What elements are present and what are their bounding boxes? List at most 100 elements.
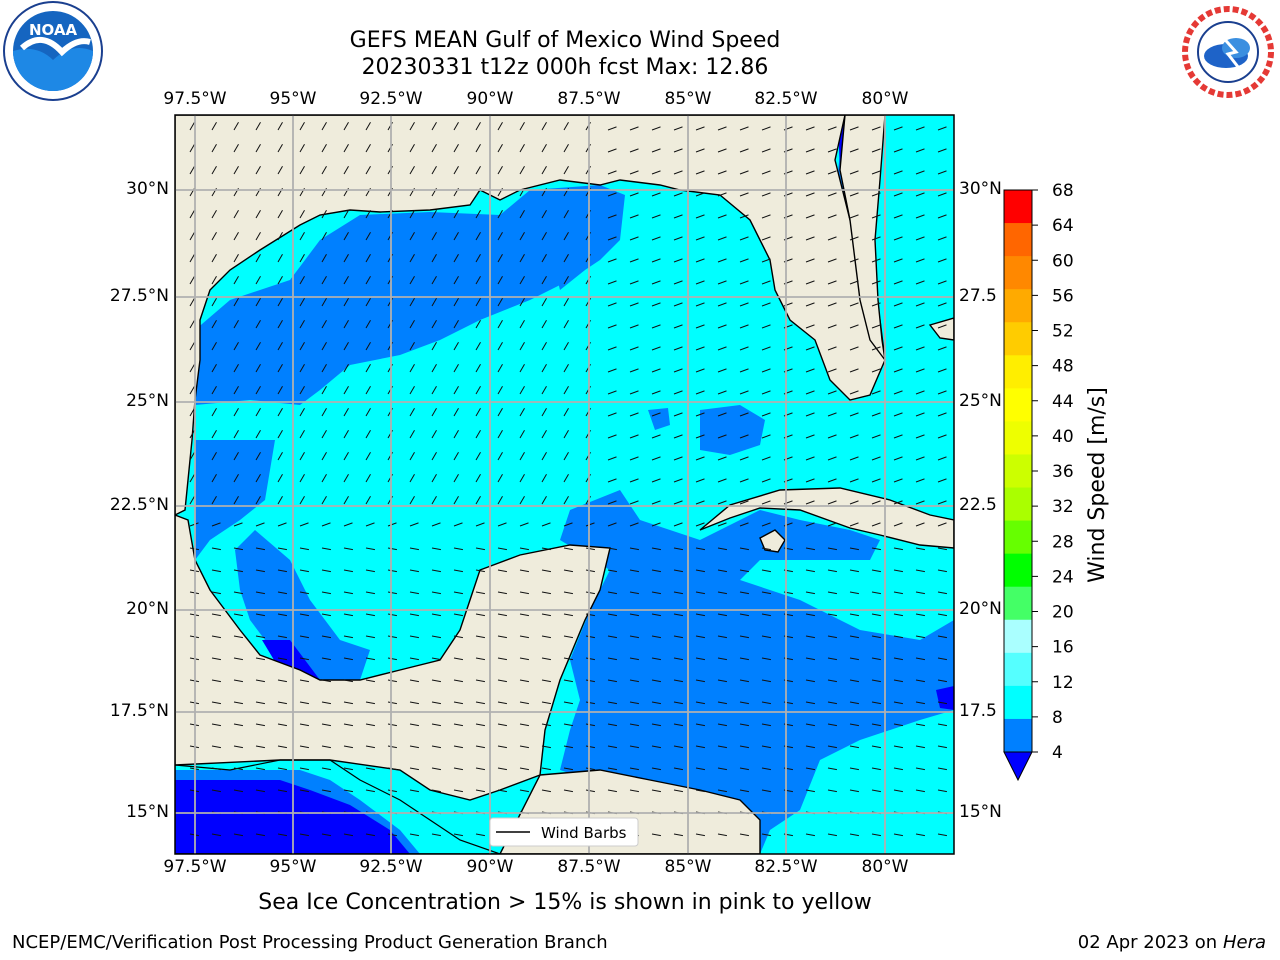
colorbar-segment	[1004, 685, 1032, 720]
wind-barb	[761, 679, 771, 683]
wind-barb	[541, 657, 551, 661]
wind-barb	[343, 745, 353, 749]
wind-barb	[695, 522, 705, 527]
wind-barb	[387, 745, 397, 749]
wind-barb	[739, 657, 749, 661]
wind-barb	[871, 390, 881, 395]
wind-barb	[695, 500, 705, 505]
wind-barb	[277, 231, 283, 241]
wind-barb	[211, 613, 221, 617]
wind-barb	[937, 745, 947, 749]
wind-barb	[343, 143, 349, 153]
wind-barb	[585, 789, 595, 793]
wind-barb	[607, 192, 617, 197]
wind-barb	[937, 258, 947, 263]
wind-barb	[563, 297, 569, 307]
colorbar-segment	[1004, 355, 1032, 389]
wind-barb	[321, 833, 331, 837]
wind-barb	[805, 456, 815, 461]
wind-barb	[893, 679, 903, 683]
wind-barb	[607, 500, 617, 505]
wind-barb	[497, 231, 503, 241]
wind-barb	[673, 324, 683, 329]
wind-barb	[211, 701, 221, 705]
wind-barb	[717, 126, 727, 131]
wind-barb	[827, 701, 837, 705]
wind-barb	[343, 407, 349, 417]
wind-barb	[915, 324, 925, 329]
wind-barb	[651, 412, 661, 417]
wind-barb	[475, 121, 481, 131]
wind-barb	[475, 429, 481, 439]
wind-barb	[409, 231, 415, 241]
wind-barb	[475, 522, 485, 527]
wind-barb	[629, 635, 639, 639]
wind-barb	[739, 569, 749, 573]
lat-label-left: 17.5°N	[109, 701, 169, 721]
wind-barb	[255, 363, 261, 373]
wind-barb	[915, 833, 925, 837]
wind-barb	[805, 324, 815, 329]
wind-barb	[211, 451, 217, 461]
wind-barb	[563, 143, 569, 153]
wind-barb	[937, 613, 947, 617]
wind-barb	[915, 613, 925, 617]
wind-barb	[277, 451, 283, 461]
colorbar-tick-label: 56	[1052, 286, 1074, 306]
wind-barb	[937, 412, 947, 417]
wind-barb	[915, 214, 925, 219]
wind-barb	[387, 522, 397, 527]
wind-barb	[607, 434, 617, 439]
wind-barb	[255, 407, 261, 417]
wind-barb	[211, 165, 217, 175]
wind-barb	[937, 214, 947, 219]
wind-barb	[673, 767, 683, 771]
wind-barb	[915, 500, 925, 505]
wind-barb	[695, 613, 705, 617]
wind-barb	[321, 275, 327, 285]
wind-barb	[409, 275, 415, 285]
lon-label-bottom: 90°W	[466, 857, 514, 877]
wind-barb	[453, 253, 459, 263]
wind-barb	[387, 591, 397, 595]
wind-barb	[431, 657, 441, 661]
wind-barb	[563, 657, 573, 661]
wind-barb	[607, 302, 617, 307]
wind-barb	[409, 143, 415, 153]
wind-barb	[607, 214, 617, 219]
wind-barb	[695, 767, 705, 771]
wind-barb	[475, 591, 485, 595]
wind-barb	[827, 723, 837, 727]
wind-barb	[453, 451, 459, 461]
colorbar-tick-label: 60	[1052, 251, 1074, 271]
wind-barb	[695, 258, 705, 263]
wind-barb	[739, 833, 749, 837]
wind-barb	[827, 434, 837, 439]
wind-barb	[365, 613, 375, 617]
wind-barb	[409, 679, 419, 683]
wind-barb	[519, 723, 529, 727]
wind-barb	[827, 390, 837, 395]
wind-barb	[805, 789, 815, 793]
wind-barb	[255, 745, 265, 749]
wind-barb	[453, 319, 459, 329]
wind-barb	[629, 613, 639, 617]
wind-barb	[937, 723, 947, 727]
wind-barb	[761, 657, 771, 661]
wind-barb	[519, 569, 529, 573]
wind-barb	[629, 258, 639, 263]
wind-barb	[519, 363, 525, 373]
wind-barb	[717, 679, 727, 683]
wind-barb	[761, 192, 771, 197]
wind-barb	[365, 473, 371, 483]
wind-barb	[915, 258, 925, 263]
wind-barb	[827, 679, 837, 683]
wind-barb	[673, 478, 683, 483]
wind-barb	[387, 833, 397, 837]
wind-barb	[629, 302, 639, 307]
wind-barb	[497, 657, 507, 661]
wind-barb	[805, 280, 815, 285]
wind-barb	[871, 679, 881, 683]
wind-barb	[497, 767, 507, 771]
